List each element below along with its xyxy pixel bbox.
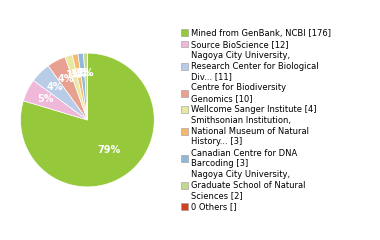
- Text: 4%: 4%: [46, 82, 63, 92]
- Text: 1%: 1%: [74, 68, 91, 78]
- Wedge shape: [78, 53, 87, 120]
- Wedge shape: [33, 66, 87, 120]
- Text: 4%: 4%: [57, 73, 74, 84]
- Wedge shape: [48, 57, 87, 120]
- Wedge shape: [23, 80, 87, 120]
- Wedge shape: [21, 53, 154, 187]
- Text: 5%: 5%: [37, 94, 54, 104]
- Wedge shape: [65, 55, 87, 120]
- Text: 1%: 1%: [71, 69, 87, 79]
- Text: 1%: 1%: [66, 70, 82, 80]
- Text: 79%: 79%: [98, 144, 121, 155]
- Text: 1%: 1%: [78, 68, 94, 78]
- Legend: Mined from GenBank, NCBI [176], Source BioScience [12], Nagoya City University,
: Mined from GenBank, NCBI [176], Source B…: [179, 27, 333, 213]
- Wedge shape: [72, 54, 87, 120]
- Wedge shape: [84, 53, 87, 120]
